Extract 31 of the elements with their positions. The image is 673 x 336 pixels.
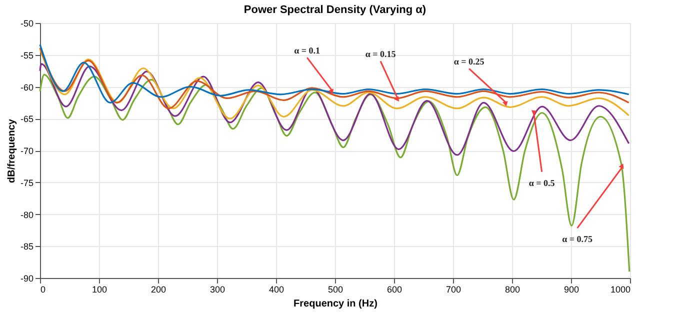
annotation: α = 0.25 (454, 56, 485, 67)
x-tick-label: 300 (210, 284, 226, 294)
line-series (39, 48, 630, 120)
x-tick-label: 0 (40, 284, 46, 294)
x-tick-label: 900 (564, 284, 580, 294)
x-tick-label: 200 (150, 284, 166, 294)
y-tick-label: -85 (20, 242, 34, 252)
x-tick-label: 400 (268, 284, 284, 294)
y-tick-label: -75 (20, 178, 34, 188)
y-tick-label: -55 (20, 50, 34, 60)
x-axis-title: Frequency in (Hz) (294, 298, 378, 310)
y-tick-label: -70 (20, 146, 34, 156)
annotation: α = 0.75 (562, 234, 594, 244)
x-tick-label: 1000 (610, 284, 630, 294)
x-tick-label: 100 (92, 284, 108, 294)
x-tick-label: 700 (446, 284, 462, 294)
annotation: α = 0.15 (365, 49, 396, 60)
y-tick-label: -60 (20, 82, 34, 92)
y-axis-title: dB/frequency (6, 118, 18, 183)
x-tick-label: 500 (328, 284, 344, 294)
x-tick-label: 600 (386, 284, 402, 294)
line-series (39, 63, 630, 156)
line-series (39, 74, 630, 272)
y-tick-label: -65 (20, 114, 34, 124)
annotation: α = 0.5 (528, 178, 556, 188)
y-tick-label: -50 (20, 18, 34, 28)
y-tick-label: -90 (20, 274, 34, 284)
chart-title: Power Spectral Density (Varying α) (244, 4, 426, 16)
y-tick-label: -80 (20, 210, 34, 220)
x-tick-label: 800 (504, 284, 520, 294)
annotation: α = 0.1 (294, 46, 320, 56)
